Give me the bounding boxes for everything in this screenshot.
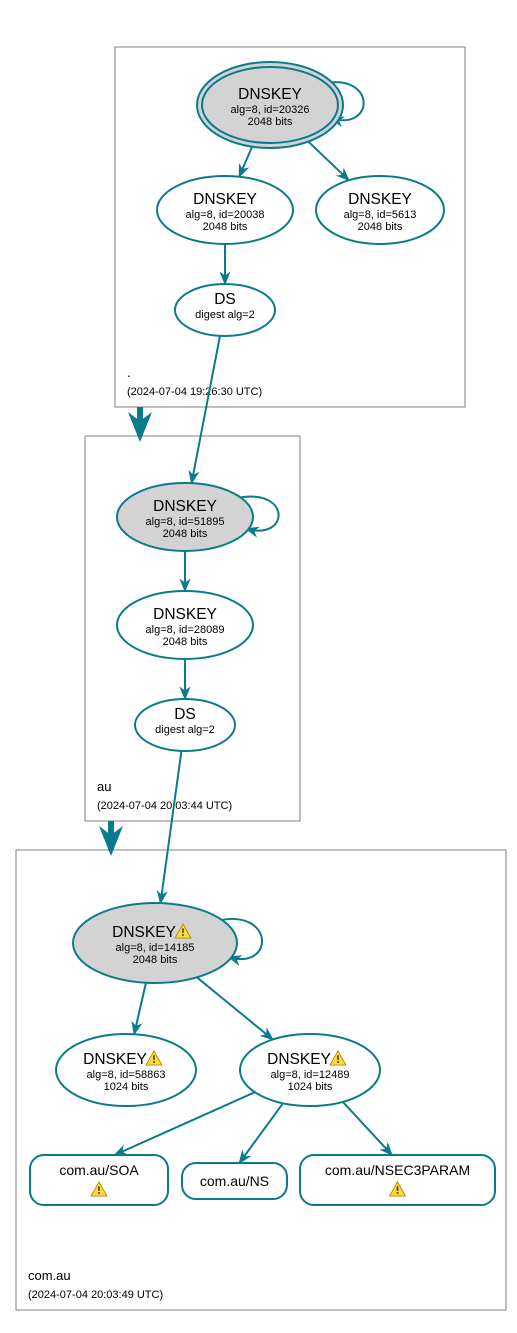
- zone-timestamp: (2024-07-04 19:26:30 UTC): [127, 386, 262, 398]
- svg-text:DNSKEY: DNSKEY: [153, 606, 217, 623]
- svg-text:alg=8, id=58863: alg=8, id=58863: [87, 1069, 166, 1081]
- node-root_ds: DSdigest alg=2: [175, 284, 275, 336]
- svg-text:com.au/NSEC3PARAM: com.au/NSEC3PARAM: [325, 1162, 470, 1178]
- svg-text:DNSKEY: DNSKEY: [238, 86, 302, 103]
- svg-text:2048 bits: 2048 bits: [163, 528, 208, 540]
- edge: [239, 1103, 283, 1163]
- node-comau_zsk1: DNSKEYalg=8, id=588631024 bits: [56, 1034, 196, 1106]
- node-comau_ns: com.au/NS: [182, 1163, 287, 1199]
- svg-text:DNSKEY: DNSKEY: [153, 498, 217, 515]
- edge: [134, 983, 146, 1034]
- node-root_ksk: DNSKEYalg=8, id=203262048 bits: [197, 62, 343, 148]
- node-comau_nsec3: com.au/NSEC3PARAM: [300, 1155, 495, 1205]
- node-au_ds: DSdigest alg=2: [135, 699, 235, 751]
- svg-text:digest alg=2: digest alg=2: [155, 724, 215, 736]
- svg-text:com.au/NS: com.au/NS: [200, 1173, 269, 1189]
- node-comau_zsk2: DNSKEYalg=8, id=124891024 bits: [240, 1034, 380, 1106]
- node-comau_ksk: DNSKEYalg=8, id=141852048 bits: [73, 903, 237, 983]
- zone-label: com.au: [28, 1268, 71, 1283]
- svg-text:com.au/SOA: com.au/SOA: [59, 1162, 139, 1178]
- svg-text:alg=8, id=20326: alg=8, id=20326: [231, 104, 310, 116]
- zone-label: au: [97, 779, 111, 794]
- svg-text:DNSKEY: DNSKEY: [348, 191, 412, 208]
- svg-text:DNSKEY: DNSKEY: [267, 1051, 331, 1068]
- edge: [197, 977, 273, 1039]
- svg-text:alg=8, id=28089: alg=8, id=28089: [146, 624, 225, 636]
- svg-text:2048 bits: 2048 bits: [248, 116, 293, 128]
- edge: [343, 1102, 392, 1155]
- svg-text:DNSKEY: DNSKEY: [193, 191, 257, 208]
- edge: [160, 751, 181, 903]
- svg-text:DNSKEY: DNSKEY: [83, 1051, 147, 1068]
- svg-text:alg=8, id=5613: alg=8, id=5613: [344, 209, 417, 221]
- dnssec-diagram: . (2024-07-04 19:26:30 UTC) au (2024-07-04 …: [0, 0, 517, 1333]
- svg-text:DS: DS: [174, 706, 196, 723]
- svg-text:digest alg=2: digest alg=2: [195, 309, 255, 321]
- edge: [192, 336, 220, 483]
- svg-text:2048 bits: 2048 bits: [163, 636, 208, 648]
- node-au_zsk: DNSKEYalg=8, id=280892048 bits: [117, 591, 253, 659]
- svg-text:alg=8, id=51895: alg=8, id=51895: [146, 516, 225, 528]
- svg-text:DNSKEY: DNSKEY: [112, 924, 176, 941]
- edge: [304, 138, 349, 180]
- svg-text:alg=8, id=20038: alg=8, id=20038: [186, 209, 265, 221]
- svg-text:1024 bits: 1024 bits: [288, 1081, 333, 1093]
- zone-timestamp: (2024-07-04 20:03:49 UTC): [28, 1289, 163, 1301]
- node-comau_soa: com.au/SOA: [30, 1155, 168, 1205]
- node-au_ksk: DNSKEYalg=8, id=518952048 bits: [117, 483, 253, 551]
- svg-text:1024 bits: 1024 bits: [104, 1081, 149, 1093]
- svg-text:alg=8, id=12489: alg=8, id=12489: [271, 1069, 350, 1081]
- svg-text:alg=8, id=14185: alg=8, id=14185: [116, 942, 195, 954]
- node-root_zsk1: DNSKEYalg=8, id=200382048 bits: [157, 176, 293, 244]
- svg-text:2048 bits: 2048 bits: [358, 221, 403, 233]
- svg-text:2048 bits: 2048 bits: [133, 954, 178, 966]
- node-root_zsk2: DNSKEYalg=8, id=56132048 bits: [316, 176, 444, 244]
- svg-text:DS: DS: [214, 291, 236, 308]
- svg-text:2048 bits: 2048 bits: [203, 221, 248, 233]
- zone-timestamp: (2024-07-04 20:03:44 UTC): [97, 800, 232, 812]
- zone-label: .: [127, 365, 131, 380]
